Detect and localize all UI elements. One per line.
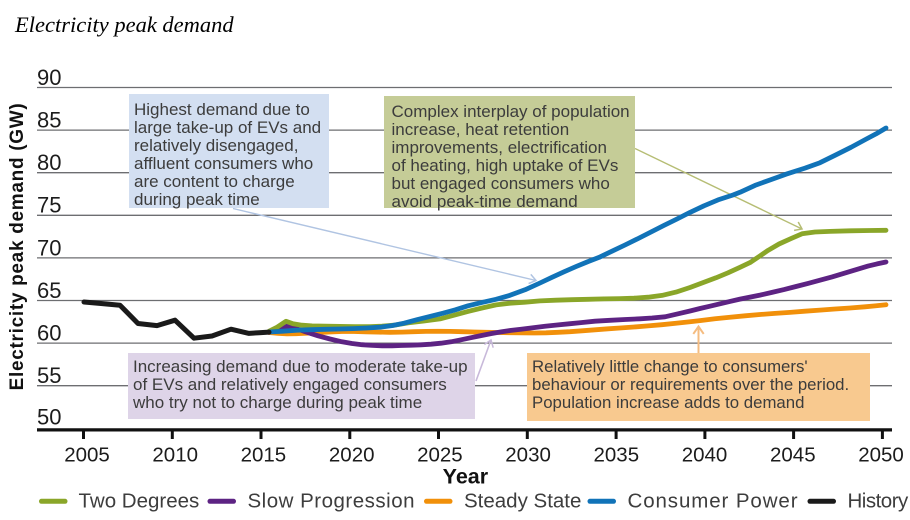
svg-text:Two Degrees: Two Degrees xyxy=(79,489,200,512)
svg-text:75: 75 xyxy=(37,193,61,218)
svg-text:2050: 2050 xyxy=(858,443,904,466)
svg-text:70: 70 xyxy=(37,235,61,260)
svg-text:Year: Year xyxy=(443,465,489,489)
svg-text:90: 90 xyxy=(37,65,61,90)
svg-text:65: 65 xyxy=(37,278,61,303)
svg-text:2010: 2010 xyxy=(152,443,198,466)
svg-text:55: 55 xyxy=(37,363,61,388)
svg-text:2025: 2025 xyxy=(417,443,463,466)
svg-text:2045: 2045 xyxy=(770,443,816,466)
svg-text:50: 50 xyxy=(37,405,61,430)
svg-text:Steady State: Steady State xyxy=(464,489,581,512)
svg-text:2035: 2035 xyxy=(593,443,639,466)
svg-text:2005: 2005 xyxy=(64,443,110,466)
svg-text:85: 85 xyxy=(37,108,61,133)
svg-text:2040: 2040 xyxy=(682,443,728,466)
svg-text:Consumer Power: Consumer Power xyxy=(628,489,799,512)
svg-text:2030: 2030 xyxy=(505,443,551,466)
svg-text:80: 80 xyxy=(37,150,61,175)
svg-text:Slow Progression: Slow Progression xyxy=(248,489,416,512)
svg-text:Electricity peak demand (GW): Electricity peak demand (GW) xyxy=(7,103,28,391)
svg-text:2020: 2020 xyxy=(329,443,375,466)
svg-text:60: 60 xyxy=(37,321,61,346)
svg-text:History: History xyxy=(848,489,910,512)
svg-text:2015: 2015 xyxy=(241,443,287,466)
